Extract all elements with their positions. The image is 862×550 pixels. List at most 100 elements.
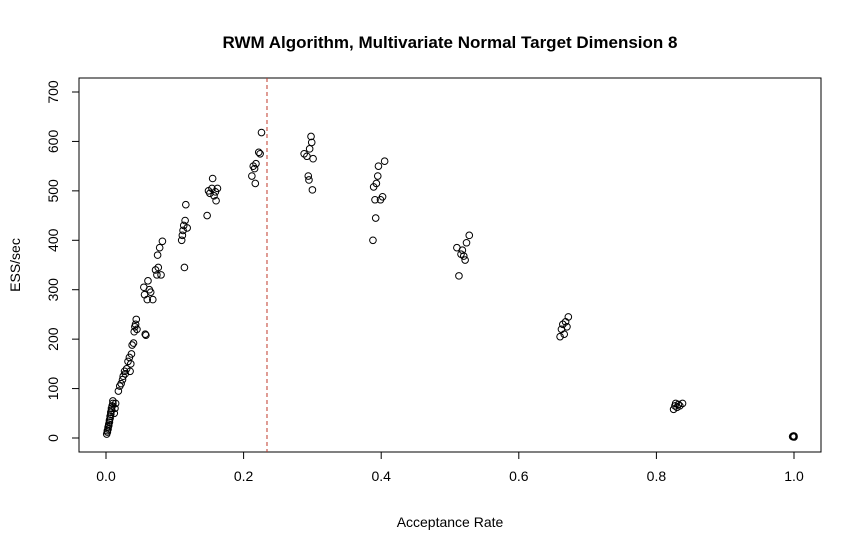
data-point (465, 231, 474, 240)
data-point (181, 216, 189, 225)
data-point (142, 331, 150, 339)
y-tick-label: 100 (45, 377, 61, 401)
data-point (143, 295, 152, 304)
data-point (126, 367, 134, 376)
chart-title: RWM Algorithm, Multivariate Normal Targe… (223, 33, 678, 52)
x-tick-label: 0.6 (509, 468, 529, 484)
data-point (110, 409, 119, 418)
data-point (111, 399, 120, 408)
data-point (256, 149, 264, 158)
data-point (141, 330, 150, 339)
data-point (127, 350, 136, 358)
data-point (131, 320, 140, 329)
data-point (212, 196, 220, 205)
y-tick-label: 500 (45, 179, 61, 203)
data-point (455, 272, 463, 280)
data-point (462, 238, 471, 247)
data-point (251, 179, 260, 188)
data-point (305, 176, 313, 184)
data-point (121, 369, 130, 378)
data-point (307, 138, 316, 147)
data-point (105, 418, 114, 426)
data-point (178, 231, 187, 240)
data-point (678, 399, 687, 408)
data-point (107, 410, 115, 419)
data-point (307, 132, 315, 141)
x-tick-label: 0.4 (371, 468, 391, 484)
data-point (132, 315, 141, 324)
data-point (128, 341, 136, 349)
data-point (309, 154, 317, 163)
x-tick-label: 1.0 (784, 468, 804, 484)
data-point (252, 159, 260, 168)
data-point (378, 192, 387, 201)
data-point (308, 186, 317, 194)
data-point (155, 243, 164, 252)
plot-frame (78, 77, 822, 453)
x-tick-label: 0.0 (96, 468, 116, 484)
data-point (254, 148, 263, 157)
data-point (129, 339, 138, 347)
data-point (556, 332, 564, 341)
data-point (146, 288, 155, 296)
data-point (182, 200, 190, 209)
data-point (461, 256, 469, 264)
data-point (144, 277, 152, 285)
data-point (459, 252, 468, 260)
data-point (153, 271, 161, 279)
data-point (560, 330, 569, 339)
y-axis: 0 100 200 300 400 500 600 700 (45, 80, 80, 442)
x-tick-label: 0.8 (647, 468, 667, 484)
data-point (158, 237, 167, 246)
data-point (371, 214, 380, 222)
data-point (206, 189, 214, 198)
data-point (203, 211, 211, 220)
data-point (114, 387, 123, 395)
data-point (374, 162, 383, 170)
y-tick-label: 200 (45, 327, 61, 351)
data-point (154, 263, 163, 272)
data-point (371, 195, 379, 204)
data-point (674, 400, 683, 409)
y-tick-label: 300 (45, 278, 61, 302)
data-point (180, 263, 189, 272)
data-point (133, 325, 141, 334)
data-point (157, 271, 165, 279)
data-point (373, 172, 382, 180)
x-axis-label: Acceptance Rate (397, 514, 504, 530)
data-point (248, 172, 256, 180)
data-point (104, 425, 112, 433)
data-point (257, 128, 266, 137)
data-point (126, 360, 135, 368)
data-point (109, 399, 117, 408)
data-point (148, 295, 157, 304)
data-point (790, 432, 798, 440)
data-point (213, 184, 222, 193)
data-point (208, 174, 217, 183)
data-point (563, 322, 571, 331)
data-point (153, 251, 162, 259)
data-point (303, 152, 311, 161)
data-point (118, 375, 127, 384)
data-point (111, 404, 119, 413)
data-point (119, 372, 127, 381)
data-point (106, 414, 114, 423)
data-point (210, 192, 218, 200)
data-point (305, 145, 314, 153)
data-points (102, 128, 798, 441)
y-tick-label: 600 (45, 130, 61, 154)
data-point (177, 236, 186, 245)
x-axis: 0.0 0.2 0.4 0.6 0.8 1.0 (96, 451, 804, 484)
data-point (369, 236, 377, 245)
data-point (179, 226, 187, 235)
data-point (183, 224, 191, 232)
data-point (304, 172, 313, 180)
y-tick-label: 700 (45, 80, 61, 104)
y-axis-label: ESS/sec (7, 238, 23, 292)
data-point (372, 179, 381, 188)
data-point (564, 313, 573, 321)
data-point (380, 157, 389, 165)
y-tick-label: 400 (45, 228, 61, 252)
data-point (250, 164, 259, 173)
